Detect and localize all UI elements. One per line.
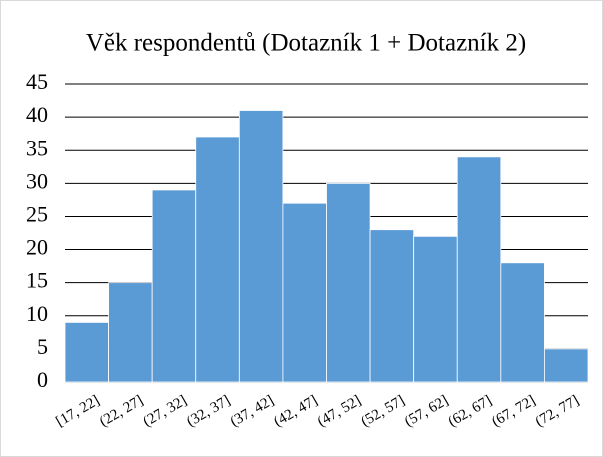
bar <box>195 136 240 383</box>
y-tick-label: 30 <box>26 168 48 193</box>
y-tick-label: 5 <box>37 334 48 359</box>
bar <box>369 229 415 383</box>
bar <box>108 282 153 383</box>
bar <box>151 189 197 383</box>
y-tick-label: 45 <box>26 69 48 94</box>
bar <box>456 156 502 383</box>
y-tick-label: 35 <box>26 135 48 160</box>
bar <box>500 262 545 383</box>
y-tick-label: 0 <box>37 367 48 392</box>
bar <box>326 182 371 383</box>
y-tick-label: 25 <box>26 201 48 226</box>
bar <box>282 202 327 383</box>
y-tick-label: 40 <box>26 102 48 127</box>
y-tick-label: 10 <box>26 301 48 326</box>
chart-title: Věk respondentů (Dotazník 1 + Dotazník 2… <box>86 30 526 57</box>
bar <box>238 110 284 383</box>
y-tick-label: 20 <box>26 235 48 260</box>
bar <box>64 321 109 383</box>
bar <box>544 348 589 383</box>
y-tick-label: 15 <box>26 268 48 293</box>
bar <box>413 235 458 383</box>
